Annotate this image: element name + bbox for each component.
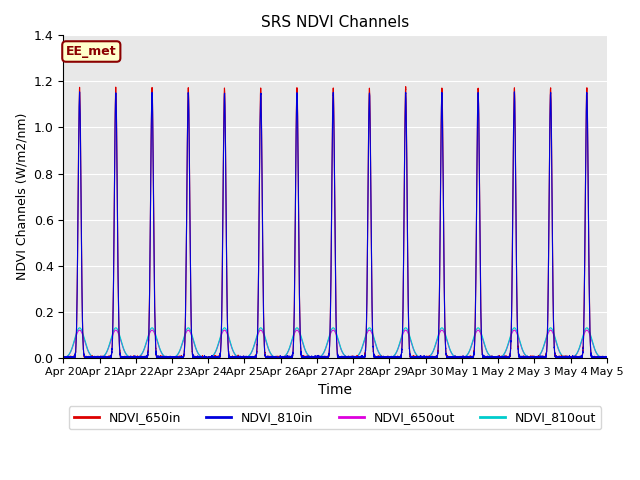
NDVI_810out [76, 325, 83, 331]
NDVI_650out [392, 351, 399, 357]
NDVI_810out [566, 355, 574, 360]
NDVI_810out [488, 354, 496, 360]
Line: NDVI_650out: NDVI_650out [63, 330, 607, 358]
NDVI_650out [205, 355, 212, 360]
NDVI_650in [60, 355, 67, 360]
NDVI_650out [400, 329, 408, 335]
NDVI_650out [91, 355, 99, 360]
NDVI_650in [402, 84, 410, 90]
NDVI_810in [488, 355, 496, 360]
NDVI_810out [392, 350, 399, 356]
NDVI_810out [205, 355, 212, 360]
NDVI_810in [392, 355, 399, 360]
Y-axis label: NDVI Channels (W/m2/nm): NDVI Channels (W/m2/nm) [15, 113, 28, 280]
NDVI_650out [488, 354, 496, 360]
NDVI_650out [594, 352, 602, 358]
NDVI_650in [392, 354, 399, 360]
Legend: NDVI_650in, NDVI_810in, NDVI_650out, NDVI_810out: NDVI_650in, NDVI_810in, NDVI_650out, NDV… [68, 406, 601, 429]
NDVI_810in [400, 249, 408, 254]
Text: EE_met: EE_met [66, 45, 116, 58]
Line: NDVI_810out: NDVI_810out [63, 328, 607, 358]
NDVI_650in [594, 355, 602, 360]
NDVI_810in [60, 354, 67, 360]
NDVI_650in [91, 355, 99, 360]
NDVI_810in [511, 89, 518, 95]
Line: NDVI_810in: NDVI_810in [63, 92, 607, 358]
NDVI_650in [400, 247, 408, 253]
NDVI_810out [91, 354, 99, 360]
NDVI_650in [603, 354, 611, 360]
X-axis label: Time: Time [318, 383, 352, 397]
NDVI_650out [603, 355, 611, 360]
NDVI_650out [566, 355, 574, 360]
Title: SRS NDVI Channels: SRS NDVI Channels [261, 15, 409, 30]
NDVI_810in [91, 354, 99, 360]
NDVI_810out [60, 355, 67, 360]
NDVI_650in [488, 354, 496, 360]
NDVI_810out [594, 352, 602, 358]
NDVI_650in [205, 354, 212, 360]
NDVI_810in [205, 354, 212, 360]
NDVI_810in [594, 355, 602, 360]
NDVI_650in [60, 355, 67, 360]
Line: NDVI_650in: NDVI_650in [63, 87, 607, 358]
NDVI_810in [60, 355, 67, 360]
NDVI_650out [76, 327, 83, 333]
NDVI_810out [603, 355, 611, 360]
NDVI_650out [60, 355, 67, 360]
NDVI_810in [603, 354, 611, 360]
NDVI_810out [400, 327, 408, 333]
